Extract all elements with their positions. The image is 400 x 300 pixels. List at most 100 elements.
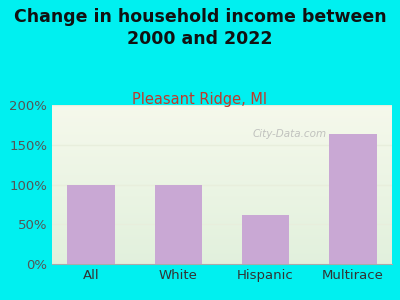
Bar [52, 197, 392, 199]
Bar [52, 213, 392, 215]
Bar [52, 134, 392, 135]
Bar [52, 229, 392, 231]
Bar [52, 161, 392, 162]
Bar [52, 194, 392, 196]
Bar [52, 148, 392, 149]
Bar [52, 169, 392, 170]
Bar [52, 121, 392, 122]
Bar [52, 220, 392, 221]
Bar [52, 191, 392, 193]
Bar [52, 216, 392, 218]
Bar [52, 196, 392, 197]
Bar [52, 212, 392, 213]
Bar [52, 261, 392, 262]
Bar [52, 145, 392, 146]
Bar [52, 223, 392, 224]
Bar [52, 108, 392, 110]
Bar [52, 188, 392, 189]
Bar [52, 248, 392, 250]
Bar [52, 113, 392, 115]
Bar [52, 221, 392, 223]
Bar [52, 149, 392, 151]
Bar [52, 158, 392, 159]
Bar [52, 247, 392, 248]
Bar [52, 153, 392, 154]
Bar [52, 262, 392, 264]
Bar [52, 146, 392, 148]
Bar [52, 236, 392, 237]
Bar [52, 127, 392, 129]
Bar [52, 205, 392, 207]
Bar [52, 210, 392, 212]
Bar [52, 250, 392, 251]
Bar [52, 164, 392, 165]
Text: Change in household income between
2000 and 2022: Change in household income between 2000 … [14, 8, 386, 48]
Bar [52, 256, 392, 258]
Bar [52, 218, 392, 220]
Bar [52, 143, 392, 145]
Bar [329, 134, 376, 264]
Bar [52, 226, 392, 227]
Bar [52, 167, 392, 169]
Bar [52, 116, 392, 118]
Bar [52, 215, 392, 216]
Bar [52, 118, 392, 119]
Bar [52, 240, 392, 242]
Bar [52, 138, 392, 140]
Bar [52, 178, 392, 180]
Bar [52, 227, 392, 229]
Bar [52, 119, 392, 121]
Bar [52, 193, 392, 194]
Bar [52, 243, 392, 245]
Bar [52, 202, 392, 204]
Bar [52, 242, 392, 243]
Bar [52, 154, 392, 156]
Bar [52, 254, 392, 256]
Text: Pleasant Ridge, MI: Pleasant Ridge, MI [132, 92, 268, 106]
Bar [52, 162, 392, 164]
Bar [52, 124, 392, 126]
Bar [52, 151, 392, 153]
Bar [52, 208, 392, 210]
Bar [52, 251, 392, 253]
Bar [154, 184, 202, 264]
Bar [52, 159, 392, 160]
Bar [242, 215, 290, 264]
Bar [52, 186, 392, 188]
Text: City-Data.com: City-Data.com [253, 129, 327, 139]
Bar [52, 259, 392, 261]
Bar [52, 142, 392, 143]
Bar [52, 207, 392, 208]
Bar [52, 110, 392, 111]
Bar [52, 176, 392, 178]
Bar [52, 111, 392, 113]
Bar [52, 140, 392, 142]
Bar [52, 181, 392, 183]
Bar [52, 105, 392, 106]
Bar [52, 224, 392, 226]
Bar [68, 184, 115, 264]
Bar [52, 106, 392, 108]
Bar [52, 258, 392, 259]
Bar [52, 189, 392, 191]
Bar [52, 175, 392, 176]
Bar [52, 115, 392, 116]
Bar [52, 165, 392, 167]
Bar [52, 180, 392, 181]
Bar [52, 232, 392, 234]
Bar [52, 231, 392, 232]
Bar [52, 129, 392, 130]
Bar [52, 132, 392, 134]
Bar [52, 238, 392, 240]
Bar [52, 170, 392, 172]
Bar [52, 130, 392, 132]
Bar [52, 137, 392, 138]
Bar [52, 204, 392, 205]
Bar [52, 184, 392, 186]
Bar [52, 199, 392, 200]
Bar [52, 122, 392, 124]
Bar [52, 126, 392, 127]
Bar [52, 200, 392, 202]
Bar [52, 156, 392, 158]
Bar [52, 253, 392, 254]
